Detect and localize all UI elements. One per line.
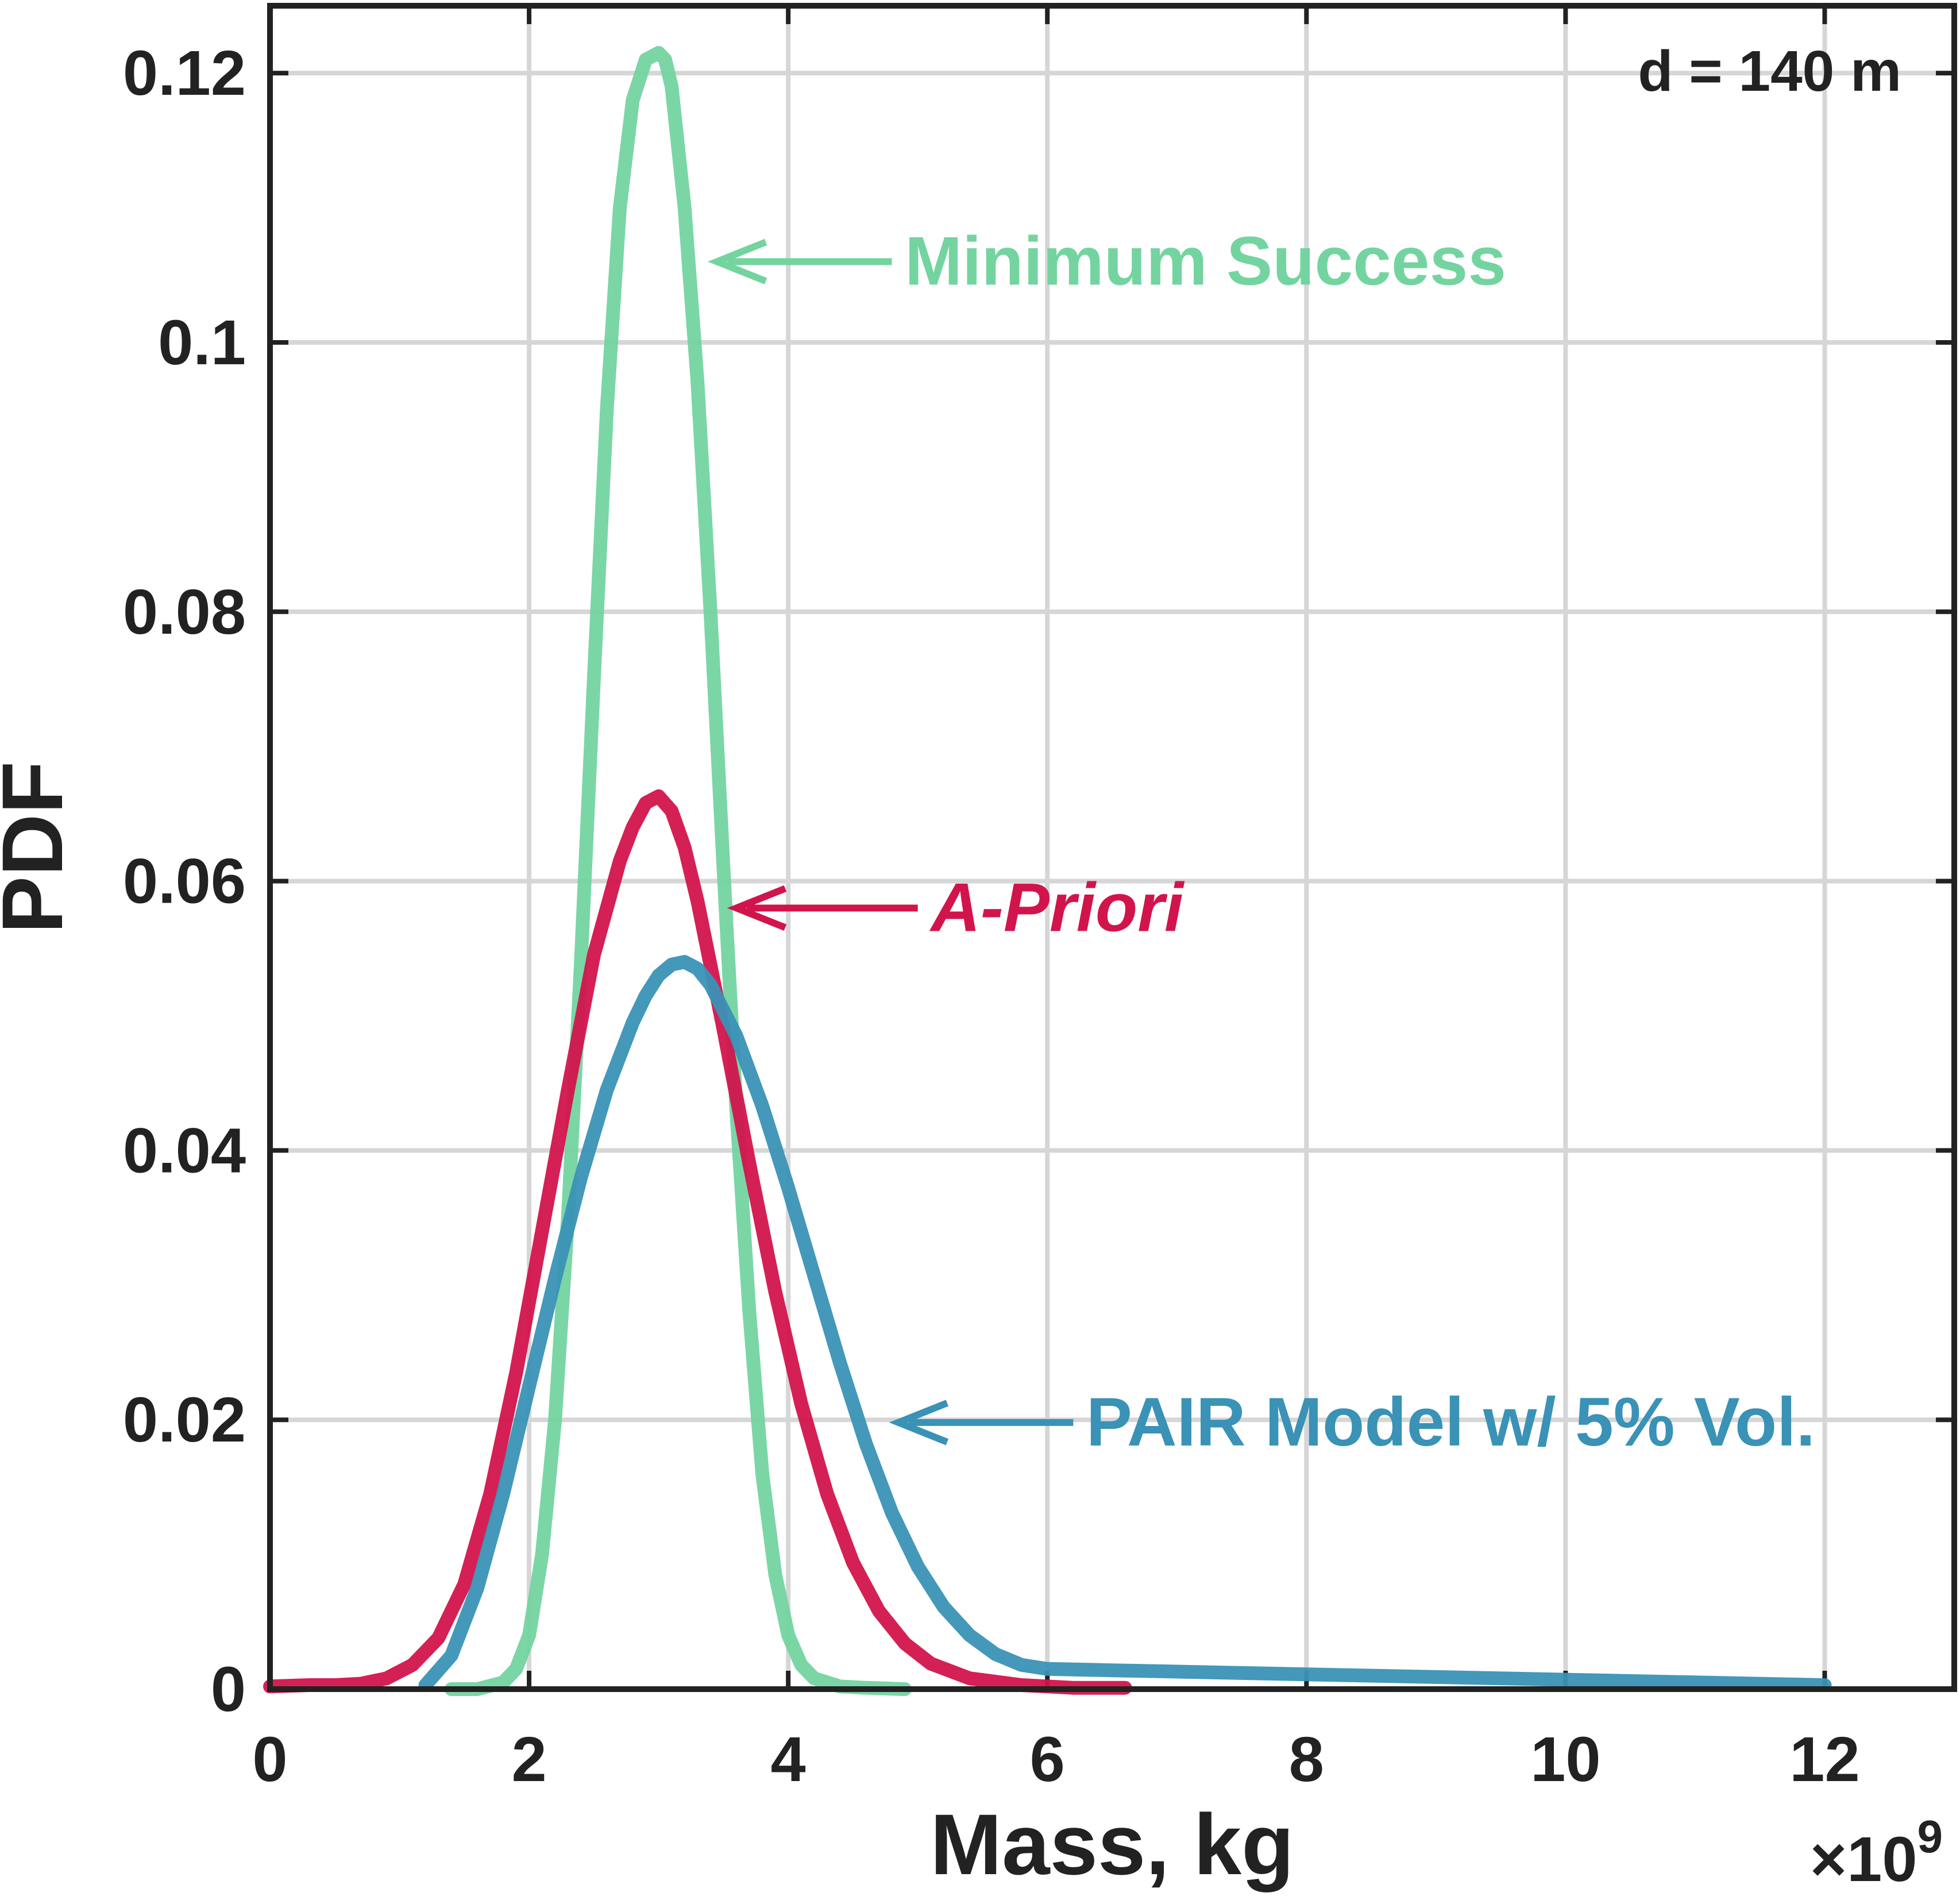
x-tick-label: 6 [1030, 1724, 1065, 1795]
series-line [444, 46, 912, 1696]
series-layer [263, 46, 1832, 1696]
x-axis-exponent: ×109 [1810, 1811, 1943, 1895]
y-tick-label: 0.06 [123, 846, 246, 917]
y-tick-label: 0 [211, 1654, 246, 1725]
series-annotations: Minimum Success A-Priori PAIR Model w/ 5% … [707, 222, 1815, 1460]
series-line [263, 789, 1132, 1695]
tick-labels: 0 2 4 6 8 10 12 0 0.02 0.04 0.06 0.08 0.1 0.12 [123, 38, 1860, 1795]
x-tick-label: 12 [1789, 1724, 1859, 1795]
y-tick-label: 0.08 [123, 577, 246, 648]
y-tick-label: 0.12 [123, 38, 246, 109]
x-tick-label: 0 [252, 1724, 287, 1795]
y-tick-label: 0.1 [158, 307, 246, 378]
x-tick-label: 4 [771, 1724, 806, 1795]
y-tick-label: 0.02 [123, 1385, 246, 1455]
annotation-arrow-head [707, 238, 767, 284]
series-label: PAIR Model w/ 5% Vol. [1086, 1383, 1815, 1460]
x-axis-label: Mass, kg [930, 1796, 1294, 1893]
x-exponent-base: ×10 [1810, 1824, 1917, 1895]
y-tick-label: 0.04 [123, 1115, 246, 1186]
plot-frame [267, 3, 1957, 1692]
x-tick-label: 2 [511, 1724, 546, 1795]
x-tick-label: 10 [1530, 1724, 1600, 1795]
y-axis-label: PDF [0, 761, 80, 934]
annotation-arrow-head [727, 885, 787, 931]
corner-annotation: d = 140 m [1638, 39, 1901, 103]
annotation-arrow-head [889, 1400, 949, 1446]
series-label: A-Priori [929, 869, 1185, 946]
x-tick-label: 8 [1289, 1724, 1324, 1795]
series-label: Minimum Success [905, 222, 1506, 299]
series-line [418, 955, 1832, 1692]
x-exponent-power: 9 [1917, 1811, 1943, 1862]
